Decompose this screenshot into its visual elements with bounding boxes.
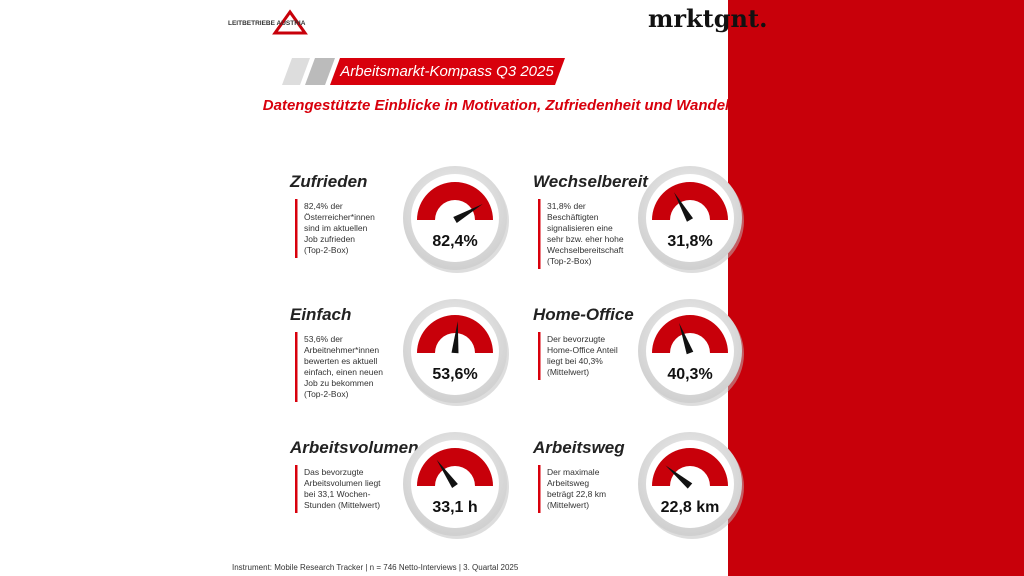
gauge-needle: [674, 192, 694, 222]
gauge-needle: [665, 465, 693, 489]
logo-mark: [272, 9, 308, 35]
logo-right: mrktgnt.: [648, 4, 767, 33]
gauge-value: 31,8%: [667, 233, 712, 250]
card-description: Arbeitsweg: [547, 478, 589, 488]
gauge-value: 82,4%: [432, 233, 477, 250]
card-description: sehr bzw. eher hohe: [547, 234, 624, 244]
card-description: Der bevorzugte: [547, 334, 605, 344]
card-description: bewerten es aktuell: [304, 356, 377, 366]
card-description: 53,6% der: [304, 334, 343, 344]
desc-bar: [295, 199, 298, 258]
desc-bar: [538, 199, 541, 269]
gauge-needle: [453, 204, 483, 224]
card-description: (Top-2-Box): [304, 245, 349, 255]
card-description: (Top-2-Box): [304, 389, 349, 399]
footer: Instrument: Mobile Research Tracker | n …: [232, 563, 519, 572]
card-description: Stunden (Mittelwert): [304, 500, 380, 510]
card-title: Home-Office: [533, 305, 634, 324]
red-panel: [728, 0, 1024, 576]
card-description: Beschäftigten: [547, 212, 599, 222]
gauge-value: 53,6%: [432, 366, 477, 383]
card-description: Wechselbereitschaft: [547, 245, 624, 255]
card-title: Zufrieden: [289, 172, 367, 191]
desc-bar: [538, 332, 541, 380]
card-description: 82,4% der: [304, 201, 343, 211]
desc-bar: [295, 332, 298, 402]
gauge-arc: [652, 448, 728, 486]
card-description: Das bevorzugte: [304, 467, 364, 477]
card-title: Wechselbereit: [533, 172, 649, 191]
cards: Zufrieden 82,4% derÖsterreicher*innensind…: [289, 166, 744, 539]
card-description: Der maximale: [547, 467, 600, 477]
card-description: (Mittelwert): [547, 367, 589, 377]
card-description: (Mittelwert): [547, 500, 589, 510]
card-title: Arbeitsvolumen: [289, 438, 418, 457]
gauge-needle: [679, 322, 694, 355]
desc-bar: [538, 465, 541, 513]
card-description: bei 33,1 Wochen-: [304, 489, 371, 499]
card-title: Einfach: [290, 305, 351, 324]
card-description: sind im aktuellen: [304, 223, 368, 233]
gauge-value: 40,3%: [667, 366, 712, 383]
title-banner: [330, 58, 565, 85]
card-description: 31,8% der: [547, 201, 586, 211]
gauge-arc: [417, 315, 493, 353]
card-description: Österreicher*innen: [304, 212, 375, 222]
card-description: liegt bei 40,3%: [547, 356, 603, 366]
logo-left: LEITBETRIEBE AUSTRIA: [228, 20, 306, 27]
card-description: Arbeitsvolumen liegt: [304, 478, 381, 488]
gauge-needle: [451, 321, 459, 354]
card-description: signalisieren eine: [547, 223, 613, 233]
banner-deco: [305, 58, 335, 85]
card-description: einfach, einen neuen: [304, 367, 383, 377]
title: Arbeitsmarkt-Kompass Q3 2025: [339, 63, 554, 80]
card-description: Job zufrieden: [304, 234, 355, 244]
card-description: Home-Office Anteil: [547, 345, 618, 355]
desc-bar: [295, 465, 298, 513]
gauge-arc: [652, 182, 728, 220]
card-description: Arbeitnehmer*innen: [304, 345, 379, 355]
gauge-arc: [417, 448, 493, 486]
card-title: Arbeitsweg: [532, 438, 625, 457]
card-description: beträgt 22,8 km: [547, 489, 606, 499]
banner-deco: [282, 58, 310, 85]
gauge-value: 22,8 km: [661, 499, 720, 516]
card-description: Job zu bekommen: [304, 378, 374, 388]
card-description: (Top-2-Box): [547, 256, 592, 266]
gauge-value: 33,1 h: [432, 499, 477, 516]
subtitle: Datengestützte Einblicke in Motivation, …: [263, 97, 730, 114]
gauge-arc: [417, 182, 493, 220]
gauge-needle: [436, 459, 458, 489]
gauge-arc: [652, 315, 728, 353]
